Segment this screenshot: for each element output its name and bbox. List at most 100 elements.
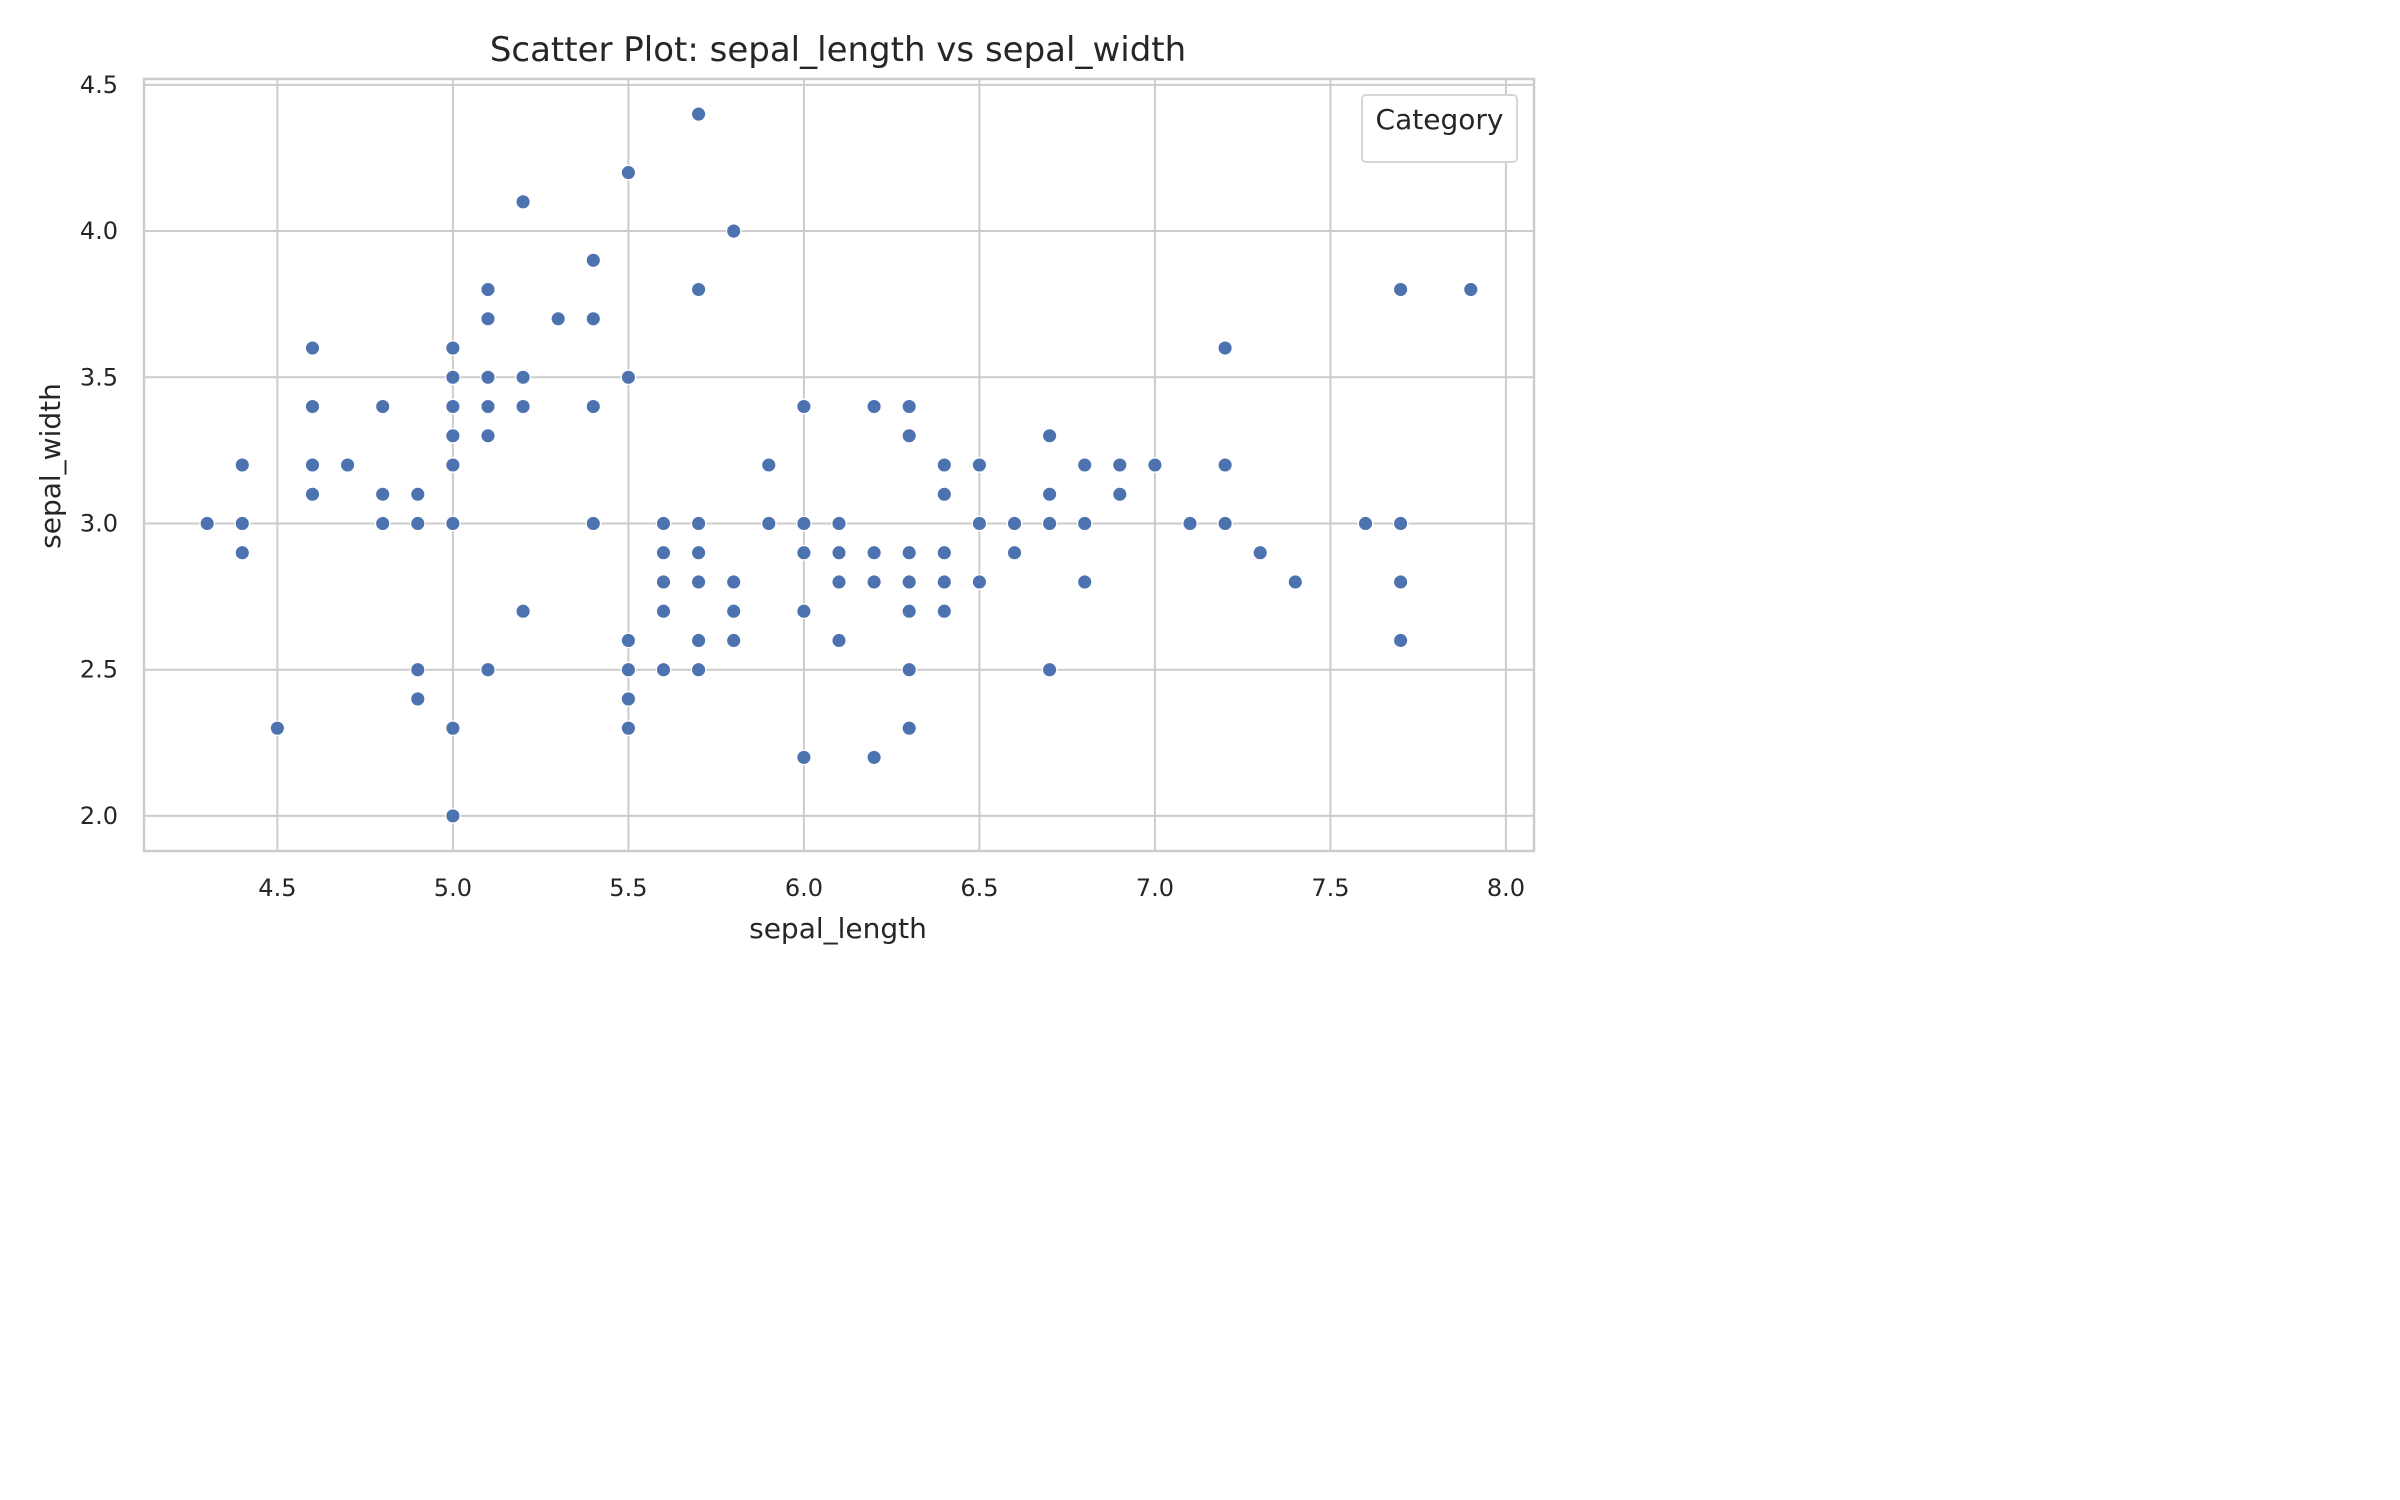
scatter-point [902,546,916,560]
x-tick-label: 5.5 [609,874,647,902]
scatter-point [1218,341,1232,355]
scatter-point [1218,458,1232,472]
scatter-point [235,458,249,472]
scatter-point [586,399,600,413]
scatter-point [656,516,670,530]
scatter-point [902,575,916,589]
scatter-point [481,312,495,326]
scatter-chart: Scatter Plot: sepal_length vs sepal_widt… [0,0,1560,975]
scatter-point [305,341,319,355]
scatter-point [305,399,319,413]
chart-title: Scatter Plot: sepal_length vs sepal_widt… [490,30,1186,70]
scatter-point [200,516,214,530]
y-axis-label: sepal_width [34,383,67,549]
scatter-point [481,429,495,443]
scatter-point [375,487,389,501]
scatter-point [937,604,951,618]
tick-label-layer: 4.5 5.0 5.5 6.0 6.5 7.0 7.5 8.02.02.53.03.54.04… [80,71,1525,902]
scatter-point [902,721,916,735]
x-tick-label: 5.0 [434,874,472,902]
scatter-point [375,516,389,530]
scatter-point [691,546,705,560]
y-tick-label: 4.0 [80,217,118,245]
x-tick-label: 6.0 [785,874,823,902]
scatter-point [516,399,530,413]
scatter-point [516,195,530,209]
scatter-point [340,458,354,472]
scatter-point [446,458,460,472]
scatter-point [446,370,460,384]
scatter-point [1042,516,1056,530]
scatter-point [235,516,249,530]
scatter-point [1078,458,1092,472]
scatter-point [832,575,846,589]
scatter-point [1393,575,1407,589]
scatter-point [481,370,495,384]
scatter-point [621,370,635,384]
scatter-point [762,516,776,530]
scatter-point [691,516,705,530]
scatter-point [1042,429,1056,443]
scatter-point [867,750,881,764]
scatter-point [832,546,846,560]
scatter-point [621,662,635,676]
scatter-point [691,633,705,647]
y-tick-label: 3.5 [80,363,118,391]
scatter-point [516,604,530,618]
scatter-point [972,516,986,530]
scatter-point [270,721,284,735]
scatter-point [1042,487,1056,501]
scatter-point [1007,516,1021,530]
scatter-point [1218,516,1232,530]
scatter-point [235,546,249,560]
scatter-point [867,546,881,560]
scatter-point [937,458,951,472]
scatter-point [656,575,670,589]
y-tick-label: 2.5 [80,656,118,684]
legend-title: Category [1376,103,1504,136]
x-tick-label: 7.0 [1136,874,1174,902]
scatter-point [867,575,881,589]
scatter-point [691,107,705,121]
scatter-point [516,370,530,384]
scatter-point [902,429,916,443]
scatter-point [726,224,740,238]
scatter-point [726,633,740,647]
scatter-point [762,458,776,472]
scatter-point [446,399,460,413]
scatter-point [1113,458,1127,472]
y-tick-label: 4.5 [80,71,118,99]
scatter-point [481,282,495,296]
scatter-point [1358,516,1372,530]
scatter-point [1253,546,1267,560]
scatter-point [1042,662,1056,676]
scatter-point [1007,546,1021,560]
scatter-point [621,721,635,735]
scatter-point [656,662,670,676]
data-point-layer [200,107,1478,823]
scatter-point [1183,516,1197,530]
scatter-point [446,809,460,823]
scatter-point [621,633,635,647]
scatter-point [586,312,600,326]
scatter-point [691,575,705,589]
scatter-point [972,458,986,472]
scatter-point [691,662,705,676]
scatter-point [446,341,460,355]
scatter-point [797,604,811,618]
scatter-point [1113,487,1127,501]
scatter-point [832,516,846,530]
scatter-point [481,399,495,413]
y-tick-label: 2.0 [80,802,118,830]
scatter-point [1078,516,1092,530]
scatter-point [902,604,916,618]
scatter-point [1393,516,1407,530]
x-tick-label: 6.5 [960,874,998,902]
scatter-point [726,575,740,589]
scatter-point [902,399,916,413]
scatter-point [1148,458,1162,472]
x-tick-label: 7.5 [1311,874,1349,902]
scatter-point [797,516,811,530]
scatter-point [1078,575,1092,589]
scatter-point [797,399,811,413]
